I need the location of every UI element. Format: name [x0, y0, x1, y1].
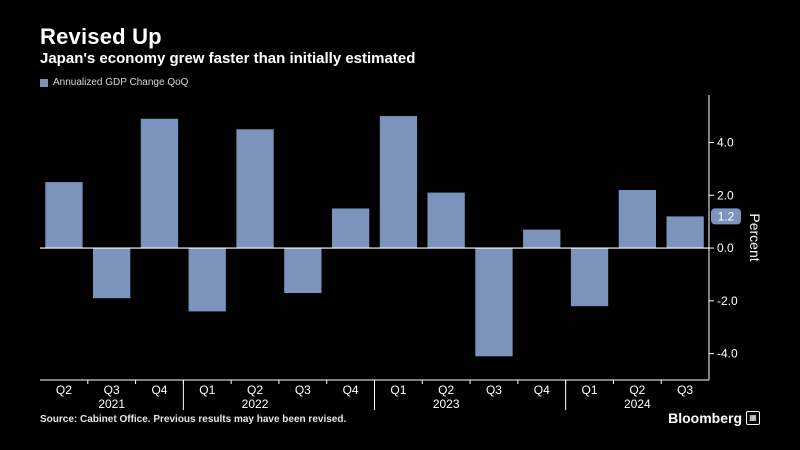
x-tick-label-9: Q3 [486, 383, 502, 397]
bar-13 [666, 216, 704, 249]
bar-3 [188, 248, 226, 312]
bar-9 [475, 248, 513, 357]
x-year-label-2: 2023 [433, 397, 460, 411]
bar-8 [427, 192, 465, 248]
x-tick-label-4: Q2 [247, 383, 263, 397]
bar-1 [93, 248, 131, 299]
x-year-label-3: 2024 [624, 397, 651, 411]
bar-0 [45, 182, 83, 249]
x-tick-label-7: Q1 [390, 383, 406, 397]
x-tick-label-12: Q2 [629, 383, 645, 397]
x-tick-label-3: Q1 [199, 383, 215, 397]
bar-10 [523, 229, 561, 249]
y-tick-label-2: 0.0 [717, 241, 734, 255]
bar-7 [379, 116, 418, 248]
x-tick-label-6: Q4 [343, 383, 359, 397]
x-tick-label-10: Q4 [534, 383, 550, 397]
chart-title: Revised Up [40, 24, 162, 49]
bar-4 [236, 129, 274, 249]
bloomberg-terminal-icon: ▦ [746, 411, 760, 425]
x-tick-label-1: Q3 [104, 383, 120, 397]
chart-subtitle: Japan's economy grew faster than initial… [40, 50, 416, 67]
y-tick-label-3: 2.0 [717, 188, 734, 202]
last-value-label: 1.2 [718, 209, 735, 223]
x-tick-label-2: Q4 [151, 383, 167, 397]
y-tick-label-0: -4.0 [717, 347, 738, 361]
legend-swatch [40, 78, 48, 87]
brand-logo: Bloomberg ▦ [668, 410, 760, 426]
y-tick-label-1: -2.0 [717, 294, 738, 308]
bar-11 [570, 248, 609, 307]
bar-12 [618, 190, 656, 249]
brand-name: Bloomberg [668, 410, 742, 426]
y-tick-label-4: 4.0 [717, 136, 734, 150]
bar-5 [284, 248, 322, 293]
x-tick-label-5: Q3 [295, 383, 311, 397]
x-year-label-0: 2021 [98, 397, 125, 411]
x-tick-label-0: Q2 [56, 383, 72, 397]
chart-legend: Annualized GDP Change QoQ [40, 77, 188, 88]
source-note: Source: Cabinet Office. Previous results… [40, 414, 347, 425]
x-year-label-1: 2022 [242, 397, 269, 411]
bar-2 [140, 118, 179, 249]
x-tick-label-8: Q2 [438, 383, 454, 397]
x-tick-label-13: Q3 [677, 383, 693, 397]
bar-6 [332, 208, 370, 249]
legend-label: Annualized GDP Change QoQ [53, 77, 189, 88]
last-value-badge [711, 208, 741, 225]
x-tick-label-11: Q1 [582, 383, 598, 397]
y-axis-title: Percent [747, 213, 763, 261]
